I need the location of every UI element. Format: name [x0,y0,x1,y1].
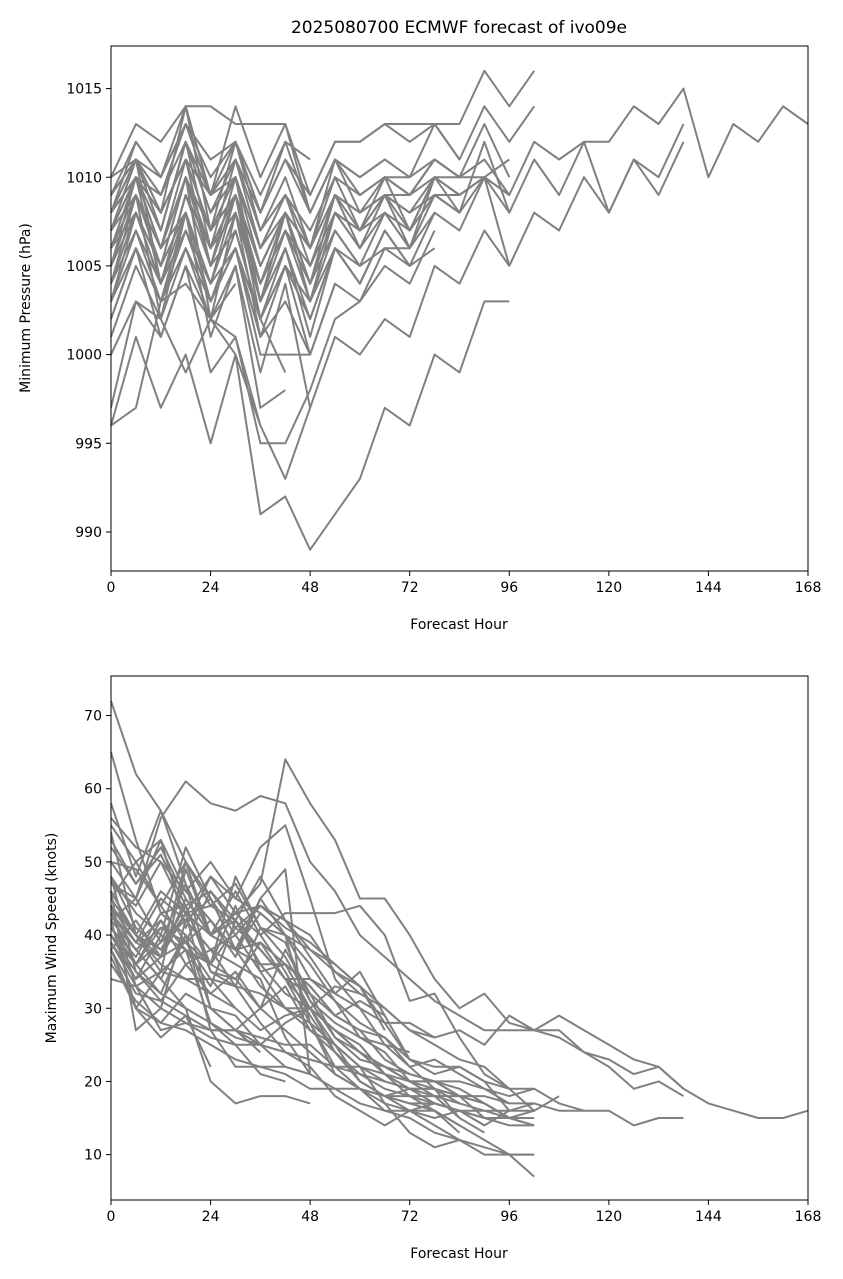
wind-y-tick-label-3: 40 [84,928,102,944]
pressure-series-line-19 [110,140,436,250]
pressure-series-line-30 [110,158,287,373]
pressure-series-line-33 [110,264,262,426]
pressure-x-tick-label-1: 24 [202,580,220,596]
pressure-series-line-22 [110,105,386,214]
wind-series-line-1 [110,758,685,1097]
wind-series-line-29 [110,890,461,1127]
wind-series-line-30 [110,824,436,1039]
wind-x-tick-label-3: 72 [401,1209,419,1225]
pressure-series-line-28 [110,123,311,196]
wind-series-line-31 [110,912,410,1054]
pressure-plot-frame [110,45,809,572]
pressure-series-line-8 [110,176,511,338]
pressure-series-line-29 [110,194,312,408]
wind-series-line-12 [110,920,535,1119]
wind-series-line-26 [110,839,461,1141]
pressure-ticks-layer: 0 24 48 72 96 120 144 168 990 995 1000 1005 1010 1015 [66,82,821,596]
pressure-series-line-18 [110,230,436,356]
wind-series-line-32 [110,860,411,1060]
wind-series-line-33 [110,897,386,1031]
wind-y-tick-label-0: 10 [84,1148,102,1164]
wind-ticks-layer: 0 24 48 72 96 120 144 168 10 20 30 40 50 60 70 [84,709,821,1225]
pressure-x-tick-label-6: 144 [695,580,722,596]
pressure-x-tick-label-3: 72 [401,580,419,596]
pressure-series-line-25 [110,158,361,285]
wind-series-line-42 [110,963,262,1053]
wind-x-tick-label-5: 120 [595,1209,622,1225]
wind-series-line-35 [110,919,361,1010]
wind-series-line-15 [110,802,535,1156]
pressure-x-tick-label-7: 168 [795,580,822,596]
pressure-series-line-34 [110,229,237,321]
pressure-x-tick-label-0: 0 [107,580,116,596]
pressure-x-tick-label-5: 120 [595,580,622,596]
pressure-series-line-24 [110,176,361,303]
wind-x-tick-label-7: 168 [795,1209,822,1225]
pressure-x-axis-label: Forecast Hour [410,617,508,633]
wind-y-tick-label-2: 30 [84,1001,102,1017]
pressure-series-layer [110,69,809,551]
wind-x-tick-label-1: 24 [202,1209,220,1225]
wind-series-line-39 [110,891,311,1075]
wind-series-line-13 [110,860,535,1178]
chart-title: 2025080700 ECMWF forecast of ivo09e [291,18,627,38]
pressure-series-line-10 [110,300,510,551]
wind-y-tick-label-4: 50 [84,855,102,871]
pressure-y-tick-label-4: 1010 [66,170,102,186]
wind-series-line-44 [110,949,212,1068]
wind-series-line-28 [110,832,460,1098]
wind-series-layer [110,700,809,1178]
wind-series-line-25 [110,956,460,1105]
pressure-y-tick-label-1: 995 [75,436,102,452]
pressure-y-tick-label-0: 990 [75,525,102,541]
wind-series-line-19 [110,875,510,1105]
wind-series-line-43 [110,912,237,1009]
pressure-y-tick-label-5: 1015 [66,82,102,98]
wind-x-tick-label-0: 0 [107,1209,116,1225]
pressure-series-line-2 [110,105,685,250]
wind-series-line-27 [110,860,461,1134]
pressure-series-line-32 [110,176,262,338]
pressure-x-tick-label-2: 48 [301,580,319,596]
wind-y-tick-label-6: 70 [84,709,102,725]
wind-y-axis-label: Maximum Wind Speed (knots) [44,833,60,1044]
wind-series-line-38 [110,934,311,1105]
wind-series-line-37 [110,919,311,1076]
wind-x-tick-label-2: 48 [301,1209,319,1225]
pressure-series-line-31 [110,247,286,409]
wind-x-axis-label: Forecast Hour [410,1246,508,1262]
pressure-y-tick-label-3: 1005 [66,259,102,275]
wind-series-line-40 [110,905,286,1083]
wind-y-tick-label-5: 60 [84,782,102,798]
pressure-x-tick-label-4: 96 [500,580,518,596]
wind-y-tick-label-1: 20 [84,1074,102,1090]
wind-series-line-36 [110,868,312,1075]
wind-plot-frame [110,675,809,1201]
wind-panel: 0 24 48 72 96 120 144 168 10 20 30 40 50 60 70 Forecas… [44,675,821,1262]
pressure-y-tick-label-2: 1000 [66,348,102,364]
wind-series-line-41 [110,876,287,1053]
wind-series-line-7 [110,949,535,1112]
pressure-series-line-26 [110,176,336,356]
pressure-panel: 2025080700 ECMWF forecast of ivo09e 0 24 4… [18,18,821,633]
wind-x-tick-label-4: 96 [500,1209,518,1225]
pressure-y-axis-label: Minimum Pressure (hPa) [18,223,34,393]
wind-x-tick-label-6: 144 [695,1209,722,1225]
wind-series-line-34 [110,919,386,1017]
